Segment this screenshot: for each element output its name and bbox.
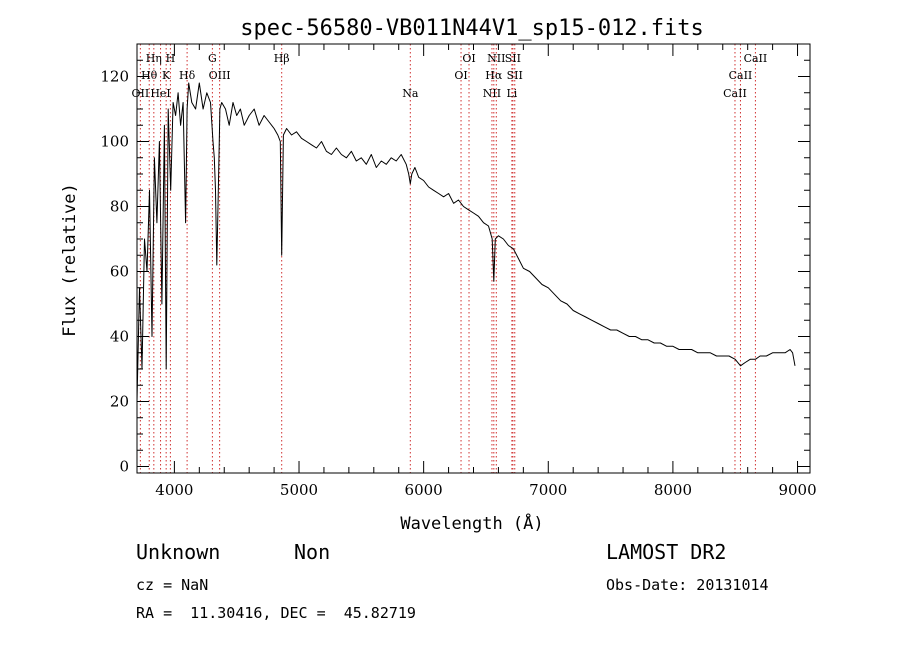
coordinates: RA = 11.30416, DEC = 45.82719 xyxy=(136,604,416,622)
y-tick-label-0: 0 xyxy=(119,458,129,476)
spectrum-series-line xyxy=(136,82,796,402)
line-label-3: Hβ xyxy=(274,52,290,65)
x-tick-label-9000: 9000 xyxy=(778,481,816,499)
x-tick-label-7000: 7000 xyxy=(529,481,567,499)
x-tick-label-4000: 4000 xyxy=(155,481,193,499)
y-tick-label-60: 60 xyxy=(110,263,129,281)
line-label-20: Li xyxy=(506,87,517,100)
y-tick-label-40: 40 xyxy=(110,328,129,346)
line-label-15: CaII xyxy=(729,69,753,82)
line-label-14: SII xyxy=(507,69,523,82)
y-tick-label-120: 120 xyxy=(100,68,129,86)
line-label-4: OI xyxy=(462,52,475,65)
chart-title: spec-56580-VB011N44V1_sp15-012.fits xyxy=(240,16,704,41)
line-label-2: G xyxy=(208,52,217,65)
y-tick-label-80: 80 xyxy=(110,198,129,216)
y-axis-label: Flux (relative) xyxy=(60,183,80,337)
line-label-9: K xyxy=(162,69,171,82)
line-label-10: Hδ xyxy=(179,69,196,82)
line-label-17: HeI xyxy=(150,87,170,100)
spectral-class: Unknown xyxy=(136,540,221,564)
line-label-8: Hθ xyxy=(141,69,158,82)
x-axis-label: Wavelength (Å) xyxy=(400,512,543,534)
x-tick-label-6000: 6000 xyxy=(405,481,443,499)
spectral-subclass: Non xyxy=(294,540,331,564)
line-label-18: Na xyxy=(402,87,419,100)
line-label-0: Hη xyxy=(146,52,162,65)
line-label-19: NII xyxy=(483,87,501,100)
line-label-16: OII xyxy=(132,87,150,100)
y-tick-label-100: 100 xyxy=(100,133,129,151)
survey-name: LAMOST DR2 xyxy=(606,540,727,564)
line-label-13: Hα xyxy=(485,69,503,82)
plot-area: 4000 5000 6000 7000 8000 9000 0 20 40 60 80 100 120 H… xyxy=(100,43,817,499)
line-label-6: SII xyxy=(505,52,521,65)
x-tick-label-5000: 5000 xyxy=(280,481,318,499)
observation-date: Obs-Date: 20131014 xyxy=(606,576,769,594)
line-label-5: NII xyxy=(487,52,505,65)
line-label-1: H xyxy=(166,52,176,65)
line-label-12: OI xyxy=(454,69,467,82)
line-label-21: CaII xyxy=(723,87,747,100)
line-label-11: OIII xyxy=(209,69,231,82)
x-tick-label-8000: 8000 xyxy=(654,481,692,499)
y-tick-label-20: 20 xyxy=(110,393,129,411)
plot-frame xyxy=(136,43,811,474)
line-label-7: CaII xyxy=(744,52,768,65)
redshift-cz: cz = NaN xyxy=(136,576,209,594)
